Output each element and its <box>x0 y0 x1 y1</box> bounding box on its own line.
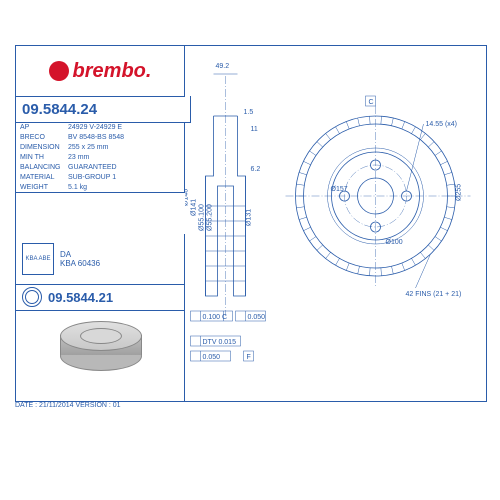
drawing-frame: brembo. 09.5844.24 AP24929 V-24929 EBREC… <box>15 45 487 402</box>
svg-text:Ø141: Ø141 <box>191 199 198 216</box>
svg-text:0.050: 0.050 <box>248 314 266 321</box>
svg-text:Ø255: Ø255 <box>456 184 463 201</box>
svg-text:49.2: 49.2 <box>216 63 230 70</box>
svg-text:C: C <box>369 99 374 106</box>
spec-value: GUARANTEED <box>68 164 180 171</box>
spec-value: 23 mm <box>68 154 180 161</box>
part-number: 09.5844.24 <box>16 96 191 123</box>
certification-area: KBA ABE DA KBA 60436 <box>16 234 185 285</box>
svg-text:0.100 C: 0.100 C <box>203 314 228 321</box>
svg-text:Ø100: Ø100 <box>386 239 403 246</box>
product-render <box>16 310 185 401</box>
spec-row: MIN TH23 mm <box>16 152 184 162</box>
svg-text:Ø55.200: Ø55.200 <box>207 204 214 231</box>
spec-label: AP <box>20 124 68 131</box>
footer-text: DATE : 21/11/2014 VERSION : 01 <box>15 402 121 409</box>
spec-table: AP24929 V-24929 EBRECOBV 8548-BS 8548DIM… <box>16 122 185 193</box>
svg-text:F: F <box>247 354 251 361</box>
spec-value: BV 8548-BS 8548 <box>68 134 180 141</box>
svg-text:14.55 (x4): 14.55 (x4) <box>426 121 458 128</box>
svg-text:6.2: 6.2 <box>251 166 261 173</box>
technical-drawing: 49.2 1.5 11 6.2 Ø148 Ø141 Ø55.100 Ø55.20… <box>185 46 486 401</box>
kba-box: KBA ABE <box>22 243 54 275</box>
spec-row: AP24929 V-24929 E <box>16 122 184 132</box>
spec-row: WEIGHT5.1 kg <box>16 182 184 192</box>
spec-label: BALANCING <box>20 164 68 171</box>
spec-label: MIN TH <box>20 154 68 161</box>
brand-logo: brembo. <box>73 60 152 83</box>
disc-icon <box>22 287 42 307</box>
spec-row: MATERIALSUB-GROUP 1 <box>16 172 184 182</box>
svg-text:DTV 0.015: DTV 0.015 <box>203 339 237 346</box>
spec-row: BRECOBV 8548-BS 8548 <box>16 132 184 142</box>
spec-row: BALANCINGGUARANTEED <box>16 162 184 172</box>
spec-label: DIMENSION <box>20 144 68 151</box>
alt-part-number: 09.5844.21 <box>48 290 113 305</box>
alt-part-row: 09.5844.21 <box>16 284 185 311</box>
disc-3d <box>60 321 140 391</box>
spec-label: WEIGHT <box>20 184 68 191</box>
logo-area: brembo. <box>16 46 185 97</box>
svg-text:Ø157: Ø157 <box>331 186 348 193</box>
datasheet-sheet: brembo. 09.5844.24 AP24929 V-24929 EBREC… <box>0 0 500 500</box>
svg-text:Ø131: Ø131 <box>246 209 253 226</box>
svg-text:Ø55.100: Ø55.100 <box>199 204 206 231</box>
cert-line1: DA <box>60 250 100 259</box>
svg-text:Ø148: Ø148 <box>185 189 190 206</box>
logo-mark <box>49 61 73 81</box>
svg-text:1.5: 1.5 <box>244 109 254 116</box>
svg-text:0.050: 0.050 <box>203 354 221 361</box>
svg-text:11: 11 <box>251 126 258 133</box>
spec-value: SUB-GROUP 1 <box>68 174 180 181</box>
svg-text:42 FINS (21 + 21): 42 FINS (21 + 21) <box>406 291 462 298</box>
spec-value: 5.1 kg <box>68 184 180 191</box>
cert-line2: KBA 60436 <box>60 259 100 268</box>
spec-label: BRECO <box>20 134 68 141</box>
spec-value: 24929 V-24929 E <box>68 124 180 131</box>
spec-value: 255 x 25 mm <box>68 144 180 151</box>
spec-label: MATERIAL <box>20 174 68 181</box>
spec-row: DIMENSION255 x 25 mm <box>16 142 184 152</box>
